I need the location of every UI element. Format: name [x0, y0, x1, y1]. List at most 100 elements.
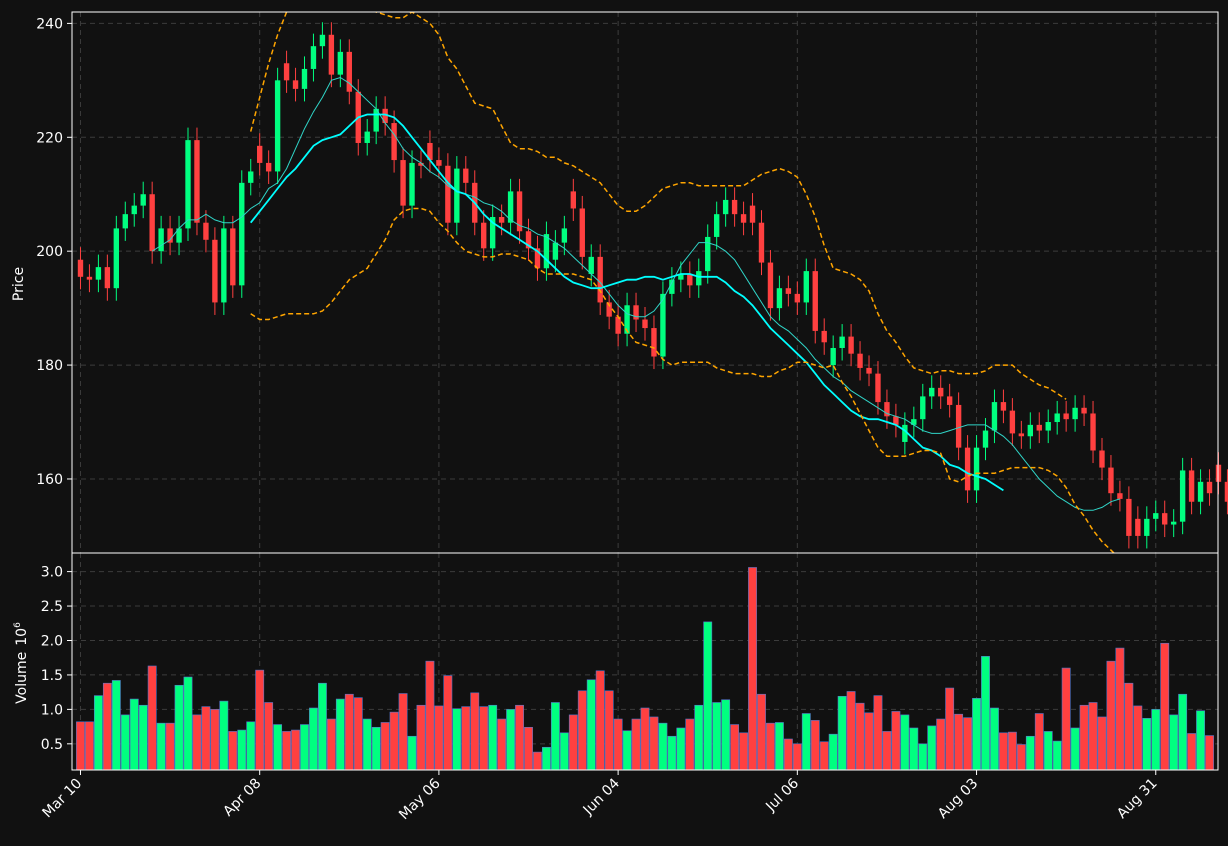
- volume-bar: [1043, 731, 1053, 771]
- x-tick-label: Aug 31: [1114, 776, 1160, 822]
- x-tick-label: Jul 06: [762, 775, 802, 815]
- volume-bar: [658, 722, 668, 771]
- candle-body: [1117, 493, 1123, 499]
- volume-label-text: Volume: [14, 652, 30, 704]
- volume-bar: [201, 706, 211, 771]
- candle-body: [391, 123, 397, 161]
- price-gridlines: [72, 12, 1218, 553]
- volume-bar: [963, 717, 973, 771]
- volume-bar: [524, 726, 533, 771]
- candle-body: [95, 267, 102, 280]
- candle-body: [230, 228, 236, 286]
- candle-body: [911, 419, 917, 425]
- price-tick-label: 220: [36, 130, 63, 146]
- volume-bar: [1187, 733, 1197, 771]
- volume-bar: [129, 698, 139, 771]
- candle-body: [588, 256, 594, 274]
- volume-bar: [550, 702, 560, 771]
- volume-bar: [819, 741, 829, 771]
- candle-body: [973, 447, 980, 491]
- volume-bar: [900, 714, 910, 771]
- price-y-axis-label: Price: [11, 267, 27, 301]
- candle-body: [382, 108, 388, 124]
- volume-bar: [730, 724, 740, 771]
- volume-bar: [801, 713, 811, 771]
- volume-bar: [165, 722, 175, 771]
- volume-bar: [945, 687, 955, 771]
- volume-bar: [85, 721, 94, 771]
- volume-bar: [291, 729, 300, 771]
- volume-bar: [389, 711, 399, 771]
- candle-body: [1224, 481, 1228, 502]
- volume-bar: [1061, 667, 1071, 771]
- candle-body: [1188, 470, 1195, 502]
- candle-body: [257, 145, 263, 163]
- volume-bar: [774, 722, 784, 771]
- volume-tick-label: 0.5: [41, 737, 63, 753]
- candle-body: [140, 194, 146, 206]
- candle-body: [669, 279, 675, 294]
- volume-bar: [102, 682, 112, 771]
- candle-body: [624, 305, 630, 334]
- volume-bar: [506, 709, 516, 771]
- candle-body: [481, 222, 487, 249]
- volume-bar: [703, 621, 713, 771]
- candle-body: [687, 273, 693, 286]
- volume-bar: [425, 660, 435, 771]
- candle-body: [633, 305, 639, 320]
- volume-bar: [1133, 705, 1143, 771]
- volume-bar: [353, 697, 363, 771]
- volume-bar: [1106, 660, 1116, 771]
- volume-bar: [1007, 731, 1017, 771]
- volume-bar: [533, 751, 542, 771]
- volume-bar: [300, 724, 309, 771]
- candle-body: [1036, 424, 1042, 431]
- volume-bar: [1034, 713, 1044, 771]
- candlesticks: [77, 22, 1228, 549]
- volume-bar: [542, 746, 551, 771]
- candle-body: [1153, 513, 1159, 519]
- candle-body: [454, 168, 460, 223]
- volume-bar: [694, 704, 704, 771]
- volume-bar: [891, 711, 901, 771]
- volume-bar: [237, 729, 247, 771]
- volume-bar: [120, 714, 130, 771]
- candle-body: [185, 140, 191, 229]
- candle-body: [265, 162, 272, 172]
- candle-body: [1206, 481, 1213, 494]
- volume-bar: [407, 735, 417, 771]
- volume-tick-label: 3.0: [41, 565, 63, 581]
- volume-bar: [837, 695, 847, 771]
- candle-body: [606, 302, 612, 317]
- volume-bar: [398, 693, 408, 771]
- volume-tick-label: 2.5: [41, 599, 63, 615]
- candle-body: [552, 242, 559, 260]
- volume-bar: [640, 707, 650, 771]
- volume-bar: [1142, 718, 1152, 771]
- volume-bar: [93, 695, 103, 771]
- candle-body: [1090, 413, 1096, 451]
- candle-body: [1045, 422, 1051, 431]
- candle-body: [857, 353, 863, 368]
- candle-body: [561, 228, 568, 243]
- volume-bar: [981, 656, 990, 771]
- candle-body: [642, 319, 648, 329]
- price-tick-label: 200: [36, 244, 63, 260]
- volume-bar: [111, 680, 121, 771]
- volume-bar: [470, 692, 480, 771]
- candle-body: [1054, 413, 1060, 423]
- candle-body: [194, 140, 200, 223]
- x-tick-label: May 06: [396, 775, 444, 823]
- volume-bar: [461, 706, 471, 771]
- volume-bar: [595, 670, 605, 771]
- candle-body: [893, 416, 899, 425]
- candle-body: [875, 373, 881, 403]
- candle-body: [149, 194, 155, 252]
- price-tick-label: 180: [36, 358, 63, 374]
- candle-body: [400, 160, 406, 206]
- candle-body: [920, 396, 926, 420]
- volume-bar: [273, 724, 283, 771]
- volume-bar: [1178, 693, 1188, 771]
- candle-body: [848, 336, 854, 354]
